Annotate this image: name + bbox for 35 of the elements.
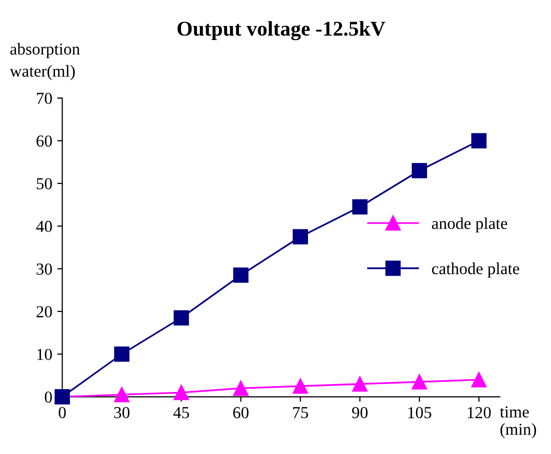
x-tick-label: 45 [173, 407, 189, 418]
y-axis-title: absorption water(ml) [10, 42, 80, 80]
point [412, 374, 428, 390]
x-tick-label: 75 [293, 407, 308, 418]
point [292, 378, 308, 394]
y-tick-label: 20 [36, 306, 52, 318]
point [233, 268, 248, 283]
x-tick-label: 105 [408, 407, 432, 418]
point [352, 199, 368, 215]
point [292, 229, 308, 244]
legend-label: anode plate [432, 217, 508, 232]
x-tick-label: 30 [114, 407, 130, 418]
point [174, 310, 189, 326]
y-tick-label: 60 [36, 135, 52, 147]
point [174, 384, 189, 400]
x-tick-label: 120 [468, 407, 491, 418]
point [471, 372, 487, 388]
point [352, 376, 368, 392]
x-tick-label: 60 [233, 407, 249, 418]
chart-title: Output voltage -12.5kV [178, 21, 386, 40]
legend-label: cathode plate [432, 262, 520, 278]
y-tick-label: 70 [36, 92, 52, 104]
y-tick-label: 10 [37, 348, 52, 360]
point [114, 346, 130, 362]
point [233, 380, 248, 396]
point [114, 387, 130, 402]
y-tick-label: 0 [44, 391, 52, 403]
y-tick-label: 30 [36, 263, 52, 275]
x-axis-title: time (min) [500, 406, 536, 438]
point [471, 133, 487, 148]
x-tick-label: 90 [352, 407, 368, 418]
point [412, 162, 428, 178]
y-tick-label: 50 [36, 178, 52, 190]
y-tick-label: 40 [36, 220, 52, 232]
x-tick-label: 0 [58, 407, 66, 418]
